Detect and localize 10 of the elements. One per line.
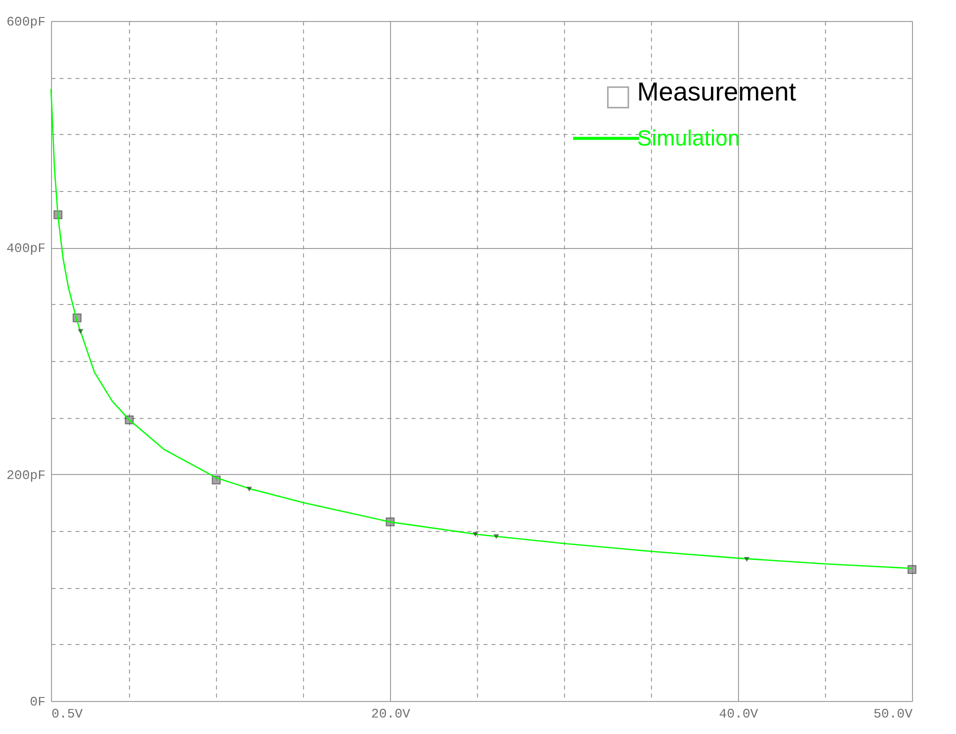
x-tick-label: 50.0V	[873, 706, 913, 722]
x-tick-label: 20.0V	[371, 706, 410, 722]
x-tick-label: 0.5V	[52, 706, 83, 722]
legend-label: Measurement	[637, 76, 797, 106]
x-tick-label: 40.0V	[719, 706, 758, 722]
y-tick-label: 400pF	[6, 241, 46, 256]
y-tick-label: 600pF	[6, 14, 46, 30]
y-tick-label: 200pF	[6, 468, 46, 483]
y-tick-label: 0F	[30, 694, 46, 710]
legend-label: Simulation	[637, 125, 740, 150]
